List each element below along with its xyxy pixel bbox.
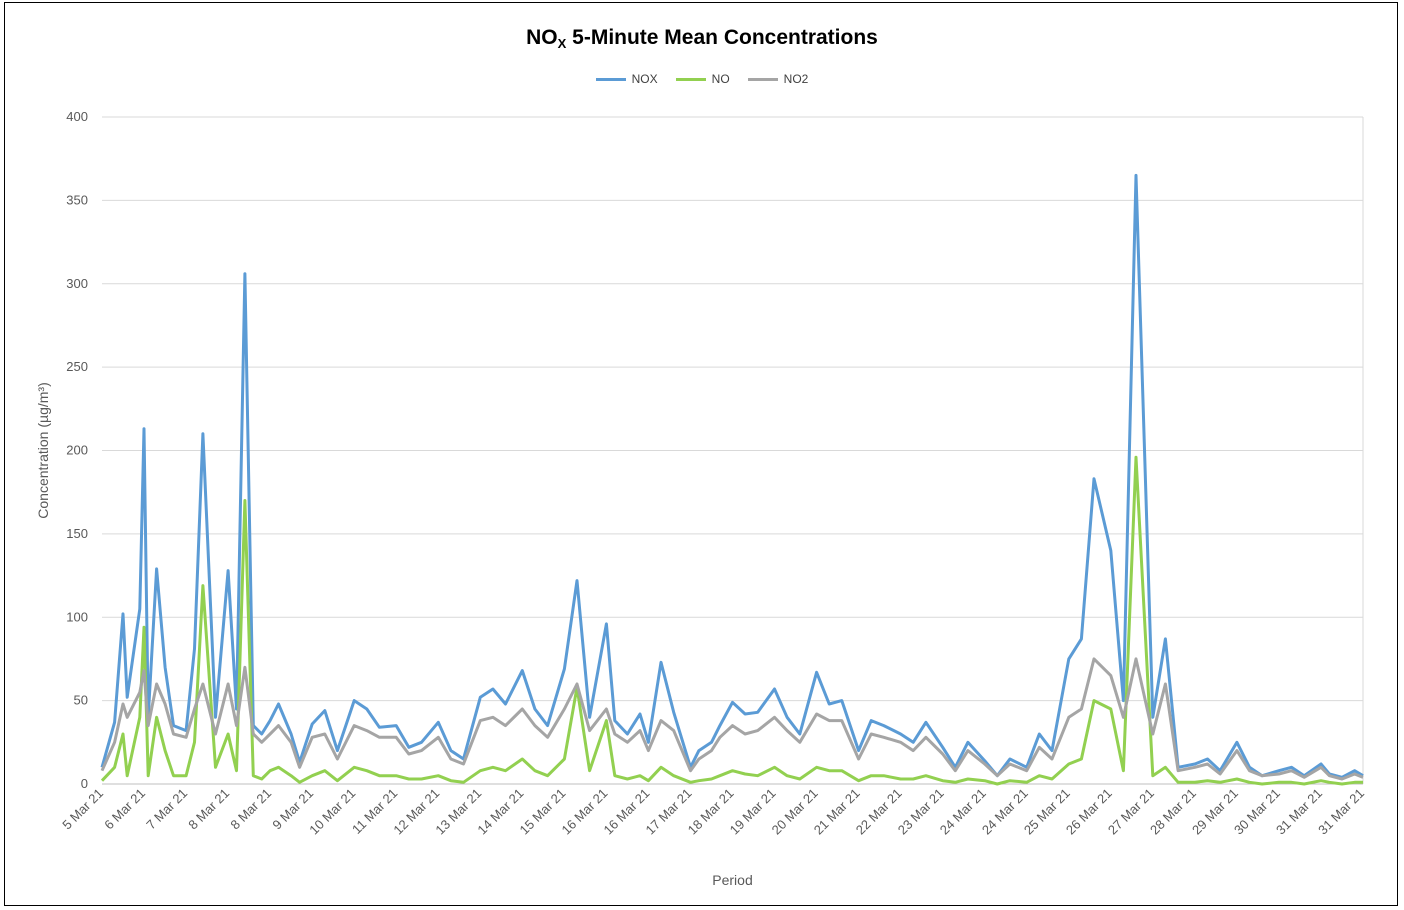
title-subscript: X <box>557 36 567 51</box>
x-tick-label: 6 Mar 21 <box>101 786 148 833</box>
x-tick-label: 8 Mar 21 <box>227 786 274 833</box>
legend-item-no: NO <box>675 72 730 86</box>
y-tick-label: 100 <box>66 609 88 624</box>
title-rest: 5-Minute Mean Concentrations <box>566 26 878 49</box>
x-tick-label: 10 Mar 21 <box>306 786 358 838</box>
legend-swatch <box>747 77 778 81</box>
y-tick-label: 400 <box>66 109 88 124</box>
x-axis-title: Period <box>712 872 752 888</box>
y-tick-label: 50 <box>74 693 88 708</box>
legend-label: NO2 <box>783 72 809 86</box>
series-line-no2 <box>100 657 1364 781</box>
legend-swatch <box>595 77 626 81</box>
y-tick-label: 300 <box>66 276 88 291</box>
x-tick-label: 7 Mar 21 <box>143 786 190 833</box>
y-tick-label: 0 <box>81 776 88 791</box>
y-axis-title: Concentration (µg/m³) <box>35 382 51 518</box>
y-tick-label: 250 <box>66 359 88 374</box>
chart-title: NOX 5-Minute Mean Concentrations <box>0 26 1404 51</box>
legend-label: NO <box>711 72 730 86</box>
y-tick-label: 150 <box>66 526 88 541</box>
x-tick-label: 5 Mar 21 <box>59 786 106 833</box>
title-main: NO <box>526 26 558 49</box>
y-tick-label: 350 <box>66 192 88 207</box>
y-tick-label: 200 <box>66 443 88 458</box>
legend-swatch <box>675 77 706 81</box>
legend-label: NOX <box>631 72 658 86</box>
legend-item-no2: NO2 <box>747 72 809 86</box>
x-tick-label: 31 Mar 21 <box>1315 786 1367 838</box>
x-tick-label: 8 Mar 21 <box>185 786 232 833</box>
series-line-nox <box>100 173 1364 779</box>
chart-legend: NOX NO NO2 <box>0 72 1404 86</box>
legend-item-nox: NOX <box>595 72 658 86</box>
